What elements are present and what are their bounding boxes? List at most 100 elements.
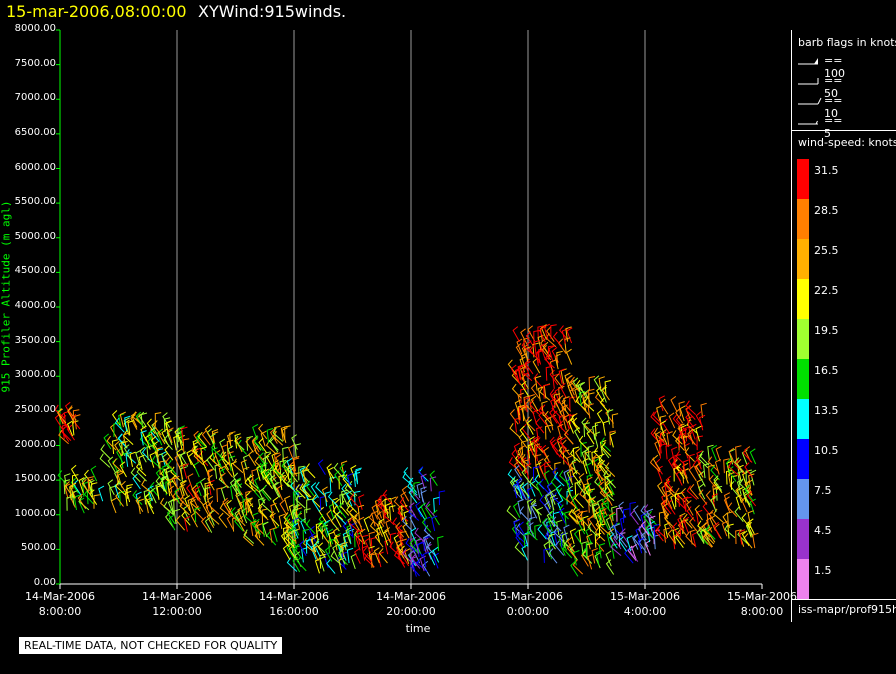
wind-barb (593, 456, 600, 472)
y-tick-label: 6500.00 (14, 126, 56, 138)
wind-barb (333, 462, 344, 478)
wind-barb (376, 521, 383, 537)
wind-barb (405, 537, 417, 553)
wind-barb (587, 522, 598, 537)
wind-barb (195, 432, 207, 448)
wind-barb (537, 524, 547, 540)
wind-barb (124, 490, 132, 507)
wind-barb (359, 528, 366, 545)
wind-barb (553, 393, 561, 408)
wind-barb (163, 417, 171, 433)
wind-barb (518, 432, 528, 449)
wind-barb (403, 467, 414, 483)
wind-barb (596, 498, 604, 515)
wind-barb (353, 529, 365, 545)
wind-barb (90, 465, 98, 482)
legend-divider (792, 599, 896, 600)
x-tick-label: 15-Mar-2006 4:00:00 (610, 590, 680, 618)
wind-barb (167, 480, 174, 497)
wind-barb (697, 520, 708, 535)
wind-barb (147, 490, 155, 506)
wind-barb (566, 327, 573, 344)
colorbar-label: 4.5 (814, 524, 832, 537)
wind-barb (749, 498, 756, 515)
wind-barb (415, 538, 423, 554)
wind-barb (724, 523, 736, 539)
wind-barb (596, 511, 604, 528)
wind-barb (694, 463, 701, 479)
wind-barb (640, 520, 650, 537)
wind-barb (302, 528, 310, 544)
wind-barb (273, 452, 281, 468)
wind-barb (317, 542, 326, 559)
wind-barb (546, 326, 555, 342)
wind-barb (626, 535, 633, 551)
wind-barb (547, 345, 555, 360)
wind-barb (163, 434, 173, 451)
wind-barb (111, 410, 121, 426)
wind-barb (644, 539, 651, 556)
wind-barb (308, 526, 316, 542)
wind-barb (699, 414, 706, 431)
wind-barb (659, 431, 667, 447)
wind-barb (433, 496, 440, 512)
wind-barb (514, 399, 521, 416)
wind-barb (629, 546, 639, 562)
wind-barb (650, 411, 661, 427)
wind-barb (397, 529, 404, 546)
wind-barb (591, 548, 598, 564)
wind-barb (173, 475, 180, 492)
wind-barb (70, 464, 79, 481)
wind-barb (518, 445, 526, 462)
pennant-barb-icon (798, 58, 818, 65)
wind-barb (165, 420, 172, 436)
wind-barb (326, 558, 336, 574)
wind-barb (600, 508, 607, 524)
wind-barb (744, 484, 753, 501)
wind-barb (204, 424, 213, 441)
wind-barb (395, 522, 404, 538)
wind-barb (384, 502, 392, 519)
wind-barb (107, 479, 115, 496)
wind-barb (563, 429, 574, 445)
wind-barb (193, 430, 202, 447)
wind-barb (141, 479, 153, 494)
wind-barb (534, 524, 541, 540)
wind-barb (167, 460, 177, 475)
wind-barb (598, 506, 605, 523)
wind-barb (305, 480, 315, 496)
wind-barb (602, 420, 610, 436)
wind-barb (347, 480, 358, 497)
wind-barb (620, 528, 629, 544)
wind-barb (156, 446, 163, 462)
wind-barb (532, 409, 539, 425)
wind-barb (614, 523, 621, 539)
wind-barb (584, 419, 595, 435)
full-barb-icon (798, 78, 819, 85)
wind-barb (711, 493, 719, 509)
wind-barb (672, 522, 681, 538)
wind-barb (694, 504, 703, 521)
wind-barb (564, 510, 571, 527)
wind-barb (698, 529, 709, 545)
wind-barb (291, 434, 298, 450)
wind-barb (532, 357, 541, 374)
wind-barb (574, 427, 582, 443)
wind-barb (574, 493, 584, 509)
wind-barb (588, 388, 595, 404)
wind-barb (578, 528, 586, 544)
wind-barb (226, 514, 234, 531)
wind-barb (287, 464, 295, 480)
wind-barb (521, 373, 529, 390)
wind-barb (295, 484, 306, 499)
wind-barb (401, 485, 410, 502)
wind-barb (533, 466, 540, 481)
wind-barb (564, 372, 571, 389)
wind-barb (119, 461, 127, 478)
wind-barb (554, 462, 561, 477)
wind-barb (678, 433, 686, 448)
wind-barb (556, 434, 568, 450)
wind-barb (202, 458, 210, 475)
wind-barb (728, 461, 739, 476)
wind-barb (64, 401, 73, 418)
